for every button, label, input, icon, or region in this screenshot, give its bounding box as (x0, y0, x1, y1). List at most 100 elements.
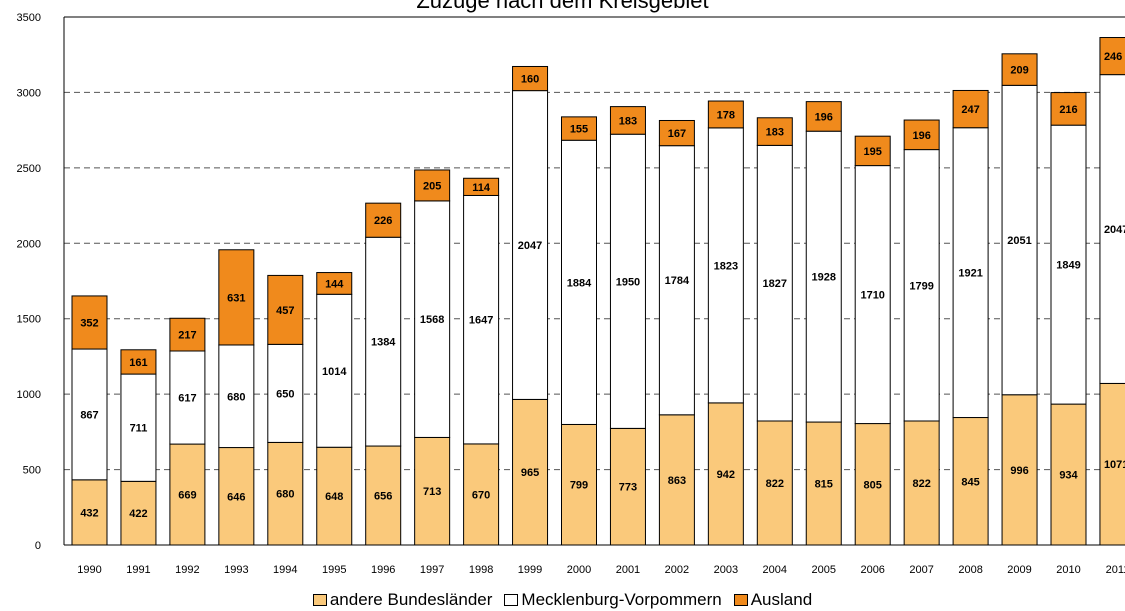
value-labels: 432 867 352 422 711 161 669 617 217 646 680 631 680 6… (80, 51, 1125, 520)
value-label-2011-series-2: 246 (1104, 51, 1122, 63)
value-label-1993-series-2: 631 (227, 292, 245, 304)
value-label-2000-series-2: 155 (570, 124, 588, 136)
bar-1996-series-2 (365, 202, 402, 238)
x-tick-label-2004: 2004 (763, 564, 787, 576)
x-tick-label-2006: 2006 (860, 564, 884, 576)
y-tick-label-1000: 1000 (17, 389, 41, 401)
legend-swatch-0 (312, 594, 327, 606)
value-label-2010-series-0: 934 (1059, 470, 1078, 482)
bar-1995-series-1 (316, 293, 353, 448)
x-tick-label-2005: 2005 (812, 564, 836, 576)
x-tick-label-2001: 2001 (616, 564, 640, 576)
value-label-2010-series-1: 1849 (1056, 260, 1080, 272)
value-label-2004-series-0: 822 (766, 478, 784, 490)
bar-1992-series-2 (169, 317, 206, 352)
x-tick-label-1998: 1998 (469, 564, 493, 576)
value-label-1992-series-0: 669 (178, 490, 196, 502)
legend: andere Bundesländer Mecklenburg-Vorpomme… (0, 590, 1125, 610)
bar-2002-series-2 (658, 119, 695, 147)
bar-2010-series-1 (1050, 124, 1087, 405)
value-label-2008-series-2: 247 (961, 104, 979, 116)
x-tick-label-2009: 2009 (1007, 564, 1031, 576)
bar-1999-series-1 (512, 90, 549, 400)
value-label-2000-series-0: 799 (570, 480, 588, 492)
value-label-2003-series-2: 178 (717, 109, 735, 121)
value-label-1995-series-1: 1014 (322, 366, 347, 378)
value-label-2006-series-0: 805 (864, 479, 882, 491)
value-label-1991-series-2: 161 (129, 357, 147, 369)
legend-label-0: andere Bundesländer (329, 590, 493, 609)
bar-2004-series-1 (756, 144, 793, 422)
bar-1997-series-2 (414, 169, 451, 202)
value-label-1990-series-1: 867 (80, 409, 98, 421)
bar-1997-series-0 (414, 436, 451, 546)
bar-1998-series-0 (463, 443, 500, 546)
value-label-2010-series-2: 216 (1059, 104, 1077, 116)
bar-2003-series-1 (707, 127, 744, 404)
value-label-2003-series-0: 942 (717, 469, 735, 481)
bar-1994-series-2 (267, 274, 304, 345)
bar-2011-series-0 (1099, 382, 1125, 546)
value-label-2006-series-2: 195 (864, 146, 882, 158)
value-label-1990-series-0: 432 (80, 507, 98, 519)
bar-2008-series-0 (952, 417, 989, 546)
value-label-1997-series-0: 713 (423, 486, 441, 498)
value-label-1994-series-0: 680 (276, 489, 294, 501)
value-label-1998-series-0: 670 (472, 489, 490, 501)
value-label-2007-series-1: 1799 (909, 280, 933, 292)
x-tick-label-1991: 1991 (126, 564, 150, 576)
value-label-1995-series-2: 144 (325, 278, 344, 290)
value-label-1995-series-0: 648 (325, 491, 343, 503)
value-label-1999-series-1: 2047 (518, 240, 542, 252)
bar-1995-series-0 (316, 446, 353, 546)
bar-1990-series-1 (71, 348, 108, 481)
x-tick-label-2002: 2002 (665, 564, 689, 576)
value-label-1996-series-1: 1384 (371, 337, 396, 349)
bar-2003-series-0 (707, 402, 744, 546)
x-tick-label-2003: 2003 (714, 564, 738, 576)
bar-1991-series-2 (120, 349, 157, 375)
bar-2004-series-0 (756, 420, 793, 546)
value-label-2006-series-1: 1710 (860, 290, 884, 302)
bar-2009-series-1 (1001, 84, 1038, 396)
bar-1999-series-2 (512, 65, 549, 92)
value-label-1993-series-0: 646 (227, 491, 245, 503)
x-tick-label-1999: 1999 (518, 564, 542, 576)
bar-2006-series-2 (854, 135, 891, 167)
bar-2006-series-1 (854, 165, 891, 425)
value-label-2011-series-1: 2047 (1104, 224, 1125, 236)
bar-1991-series-1 (120, 373, 157, 482)
bar-2009-series-2 (1001, 53, 1038, 86)
x-tick-label-1992: 1992 (175, 564, 199, 576)
legend-label-2: Ausland (750, 590, 813, 609)
x-tick-label-2010: 2010 (1056, 564, 1080, 576)
bar-1998-series-2 (463, 177, 500, 196)
bar-1990-series-0 (71, 479, 108, 546)
bar-2006-series-0 (854, 423, 891, 546)
value-label-1992-series-1: 617 (178, 393, 196, 405)
value-label-2004-series-2: 183 (766, 127, 784, 139)
bar-2007-series-1 (903, 149, 940, 422)
value-label-1997-series-2: 205 (423, 180, 441, 192)
bar-2002-series-1 (658, 145, 695, 416)
value-label-2009-series-2: 209 (1010, 65, 1028, 77)
chart-title: Zuzüge nach dem Kreisgebiet (416, 0, 709, 13)
value-label-2005-series-0: 815 (815, 479, 833, 491)
bar-1992-series-1 (169, 350, 206, 445)
value-label-2009-series-1: 2051 (1007, 235, 1031, 247)
bar-1991-series-0 (120, 480, 157, 546)
x-tick-label-2011: 2011 (1106, 564, 1125, 576)
value-label-2011-series-0: 1071 (1104, 459, 1125, 471)
value-label-2008-series-0: 845 (961, 476, 979, 488)
value-label-2001-series-1: 1950 (616, 276, 640, 288)
bar-2000-series-0 (561, 423, 597, 546)
bar-2011-series-1 (1099, 74, 1125, 384)
bar-2000-series-2 (561, 116, 597, 141)
value-label-1998-series-1: 1647 (469, 315, 493, 327)
legend-item-0: andere Bundesländer (312, 590, 493, 610)
legend-label-1: Mecklenburg-Vorpommern (521, 590, 722, 609)
legend-item-1: Mecklenburg-Vorpommern (504, 590, 722, 610)
bar-2005-series-2 (805, 101, 842, 132)
bar-2000-series-1 (561, 139, 597, 425)
bar-2005-series-1 (805, 130, 842, 423)
